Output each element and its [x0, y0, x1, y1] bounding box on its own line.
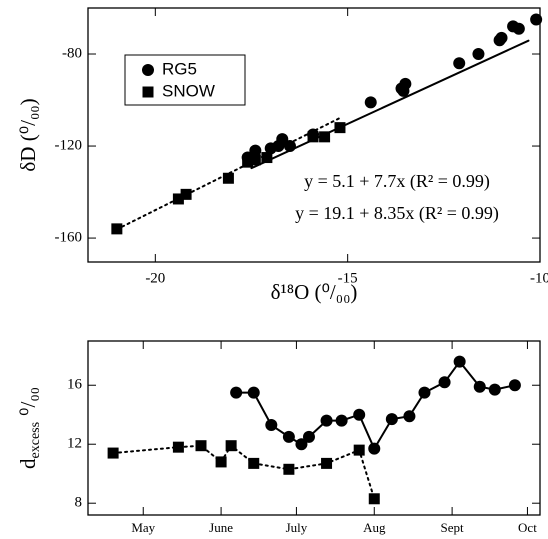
point [172, 193, 184, 205]
point [453, 57, 466, 70]
point [395, 82, 408, 95]
x-tick-label: June [209, 520, 233, 535]
point [353, 408, 366, 421]
fit-line [250, 39, 530, 170]
point [530, 13, 543, 26]
point [265, 419, 278, 432]
y-axis-label: dexcess ⁰/₀₀ [16, 387, 43, 469]
x-tick-label: -20 [145, 270, 165, 286]
point [222, 172, 234, 184]
point [283, 463, 295, 475]
point [111, 223, 123, 235]
point [180, 188, 192, 200]
point [507, 20, 520, 33]
point [321, 457, 333, 469]
series-line [235, 359, 516, 451]
point [242, 156, 254, 168]
y-tick-label: 16 [67, 377, 83, 393]
point [107, 447, 119, 459]
point [264, 142, 277, 155]
point [508, 379, 521, 392]
x-tick-label: -15 [338, 270, 358, 286]
point [302, 430, 315, 443]
x-tick-label: Oct [518, 520, 537, 535]
y-tick-label: -120 [55, 137, 83, 153]
point [334, 122, 346, 134]
point [247, 386, 260, 399]
point [353, 444, 365, 456]
point [320, 414, 333, 427]
legend-label: SNOW [162, 81, 215, 100]
equation: y = 5.1 + 7.7x (R² = 0.99) [304, 171, 490, 192]
x-tick-label: Aug [363, 520, 386, 535]
y-tick-label: -160 [55, 230, 83, 246]
point [493, 34, 506, 47]
y-axis-label-unit: ⁰/₀₀ [16, 387, 40, 416]
point [472, 48, 485, 61]
x-axis-label: δ¹⁸O (⁰/₀₀) [271, 280, 358, 304]
x-tick-label: May [131, 520, 155, 535]
point [438, 376, 451, 389]
fit-line [115, 116, 341, 231]
point [364, 96, 377, 109]
x-tick-label: July [286, 520, 308, 535]
y-axis-label-sub: excess [28, 422, 43, 459]
point [225, 440, 237, 452]
point [335, 414, 348, 427]
point [215, 456, 227, 468]
y-axis-label: δD (⁰/₀₀) [16, 98, 40, 171]
point [195, 440, 207, 452]
y-tick-label: -80 [62, 45, 82, 61]
y-tick-label: 12 [67, 436, 82, 452]
point [368, 442, 381, 455]
legend-label: RG5 [162, 59, 197, 78]
y-axis-label-main: d [16, 458, 40, 469]
point [473, 380, 486, 393]
point [283, 140, 296, 153]
plot-frame [87, 340, 541, 516]
point [295, 438, 308, 451]
plot-frame [87, 7, 541, 263]
point [368, 493, 380, 505]
point [249, 144, 262, 157]
point [319, 131, 331, 143]
x-tick-label: -10 [530, 270, 548, 286]
equation: y = 19.1 + 8.35x (R² = 0.99) [295, 203, 499, 224]
point [453, 355, 466, 368]
y-tick-label: 8 [75, 495, 83, 511]
point [261, 152, 273, 164]
point [403, 410, 416, 423]
legend-marker [142, 86, 154, 98]
point [249, 154, 261, 166]
series-line [112, 444, 376, 500]
point [172, 441, 184, 453]
point [418, 386, 431, 399]
legend-marker [142, 64, 154, 76]
point [230, 386, 243, 399]
point [282, 430, 295, 443]
point [385, 413, 398, 426]
point [248, 457, 260, 469]
point [488, 383, 501, 396]
x-tick-label: Sept [441, 520, 465, 535]
point [307, 131, 319, 143]
